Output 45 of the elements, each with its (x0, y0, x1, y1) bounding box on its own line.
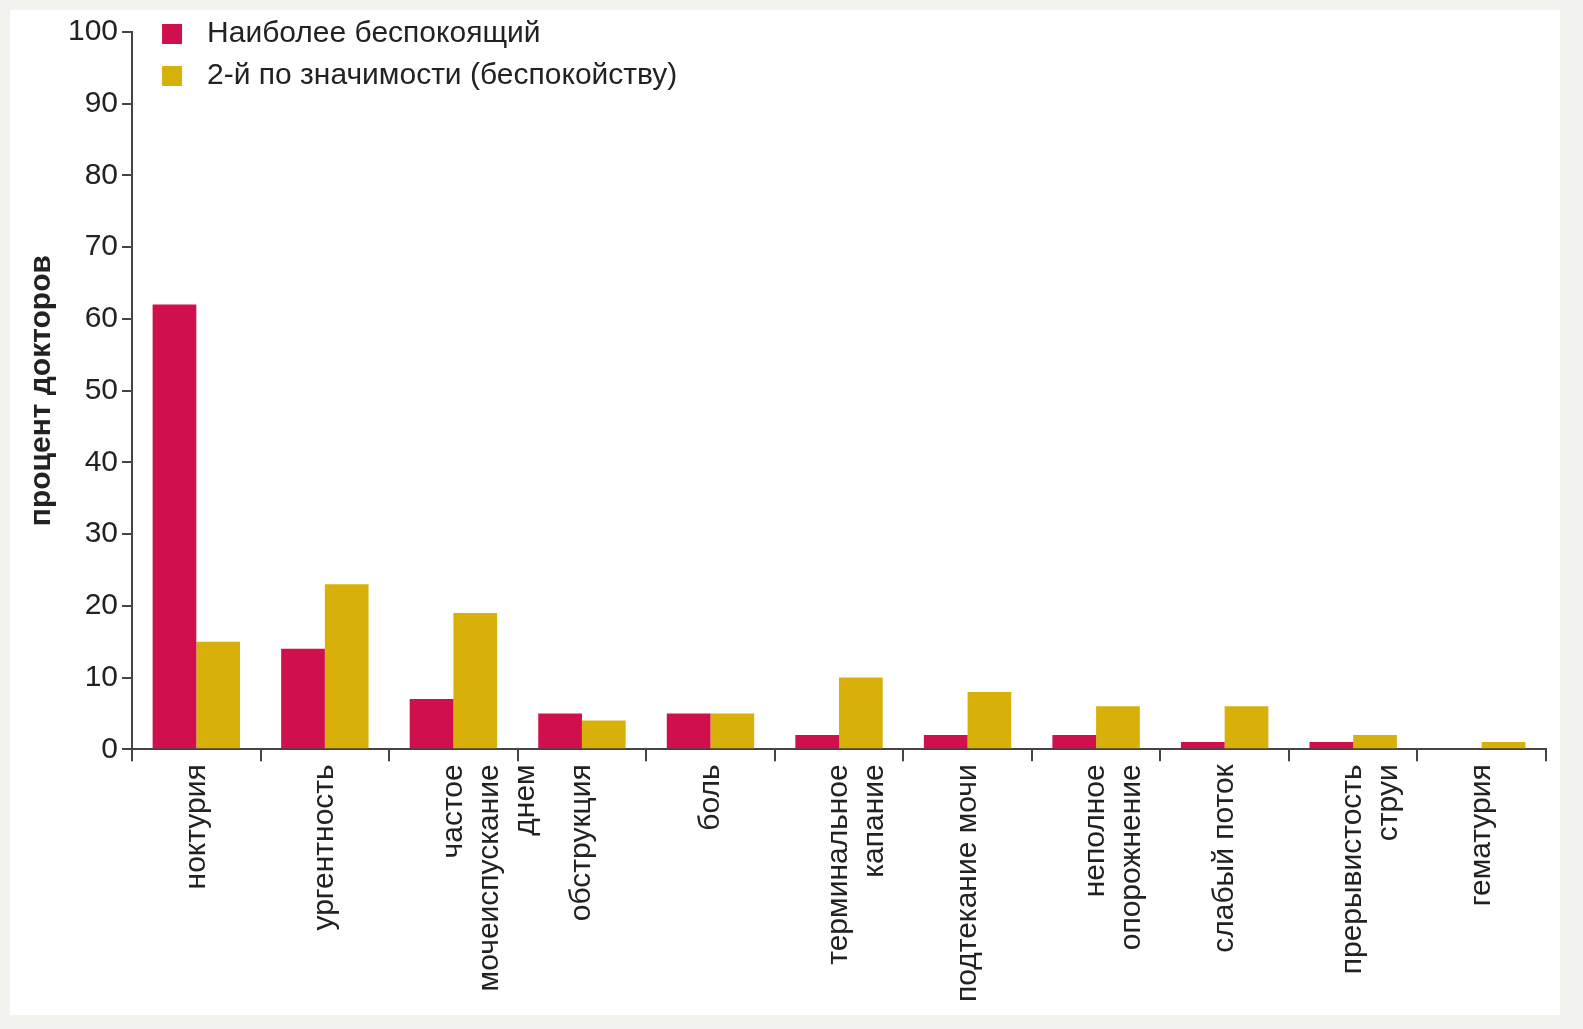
bar (1481, 742, 1526, 749)
x-tick-label: ургентность (306, 764, 340, 931)
y-axis-title: процент докторов (23, 255, 57, 527)
bar (923, 734, 968, 749)
bar (1180, 742, 1225, 749)
x-tick-label: ноктурия (177, 764, 211, 890)
bar (1052, 734, 1097, 749)
bar (1353, 734, 1397, 749)
x-tick-label: терминальное капание (820, 764, 890, 965)
x-tick-label: прерывистость струи (1334, 764, 1404, 975)
y-tick-label: 70 (84, 228, 119, 262)
bar (710, 713, 755, 749)
y-tick-label: 80 (84, 156, 119, 190)
y-tick-label: 30 (84, 515, 119, 549)
bar (324, 584, 369, 749)
x-tick-label: слабый поток (1205, 763, 1239, 953)
y-tick-label: 90 (84, 84, 119, 118)
x-tick-label: гематурия (1463, 764, 1496, 907)
legend-label: Наиболее беспокоящий (207, 15, 541, 49)
bar (409, 699, 454, 749)
bar (1309, 742, 1354, 749)
y-tick-label: 60 (84, 300, 119, 334)
y-tick-label: 40 (84, 443, 119, 477)
x-tick-label: частое мочеиспускание днем (434, 764, 540, 992)
bar (1224, 706, 1269, 749)
bar (538, 713, 582, 749)
x-tick-label: обструкция (563, 764, 597, 922)
x-tick-label: боль (691, 764, 725, 831)
legend-label: 2-й по значимости (беспокойству) (207, 57, 678, 91)
y-tick-label: 100 (67, 13, 119, 47)
bar (152, 304, 197, 749)
y-tick-label: 0 (101, 730, 119, 764)
bar (196, 641, 241, 749)
y-tick-label: 50 (84, 371, 119, 405)
bar (581, 720, 626, 749)
y-tick-label: 20 (84, 587, 119, 621)
bar (281, 648, 325, 749)
bar (666, 713, 711, 749)
bar (839, 677, 883, 749)
y-tick-label: 10 (84, 658, 119, 692)
bar (967, 691, 1012, 749)
bar (795, 734, 840, 749)
x-tick-label: подтекание мочи (948, 764, 982, 1002)
bar (453, 613, 498, 749)
bar (1096, 706, 1140, 749)
